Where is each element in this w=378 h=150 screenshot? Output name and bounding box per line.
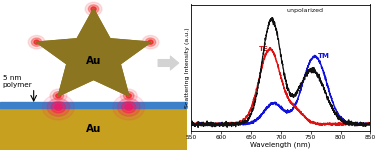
- Circle shape: [125, 104, 133, 110]
- Bar: [0, 102, 187, 108]
- Circle shape: [54, 104, 62, 110]
- Circle shape: [148, 40, 153, 44]
- Circle shape: [53, 92, 64, 100]
- Circle shape: [113, 94, 145, 120]
- Circle shape: [56, 94, 61, 98]
- X-axis label: Wavelength (nm): Wavelength (nm): [251, 141, 311, 148]
- Text: Au: Au: [86, 124, 101, 134]
- Y-axis label: Scattering Intensity (a.u.): Scattering Intensity (a.u.): [184, 27, 189, 108]
- Bar: [0, 108, 187, 150]
- Text: Au: Au: [86, 57, 101, 66]
- Circle shape: [28, 35, 45, 49]
- Circle shape: [42, 94, 74, 120]
- Circle shape: [126, 94, 132, 98]
- Circle shape: [122, 102, 136, 113]
- Circle shape: [142, 35, 159, 49]
- Circle shape: [145, 38, 156, 46]
- Circle shape: [34, 40, 39, 44]
- Polygon shape: [37, 9, 150, 96]
- Circle shape: [50, 89, 67, 103]
- Circle shape: [118, 98, 140, 116]
- Circle shape: [85, 2, 102, 16]
- Circle shape: [120, 89, 137, 103]
- Circle shape: [31, 38, 42, 46]
- Polygon shape: [37, 9, 150, 96]
- Circle shape: [47, 98, 70, 116]
- FancyArrowPatch shape: [158, 56, 179, 70]
- Circle shape: [91, 7, 96, 11]
- Text: TE: TE: [259, 46, 269, 52]
- Text: 5 nm
polymer: 5 nm polymer: [3, 75, 33, 88]
- Circle shape: [124, 92, 134, 100]
- Circle shape: [88, 5, 99, 13]
- Text: unpolarized: unpolarized: [287, 8, 324, 13]
- Circle shape: [51, 102, 65, 113]
- Text: TM: TM: [318, 53, 330, 59]
